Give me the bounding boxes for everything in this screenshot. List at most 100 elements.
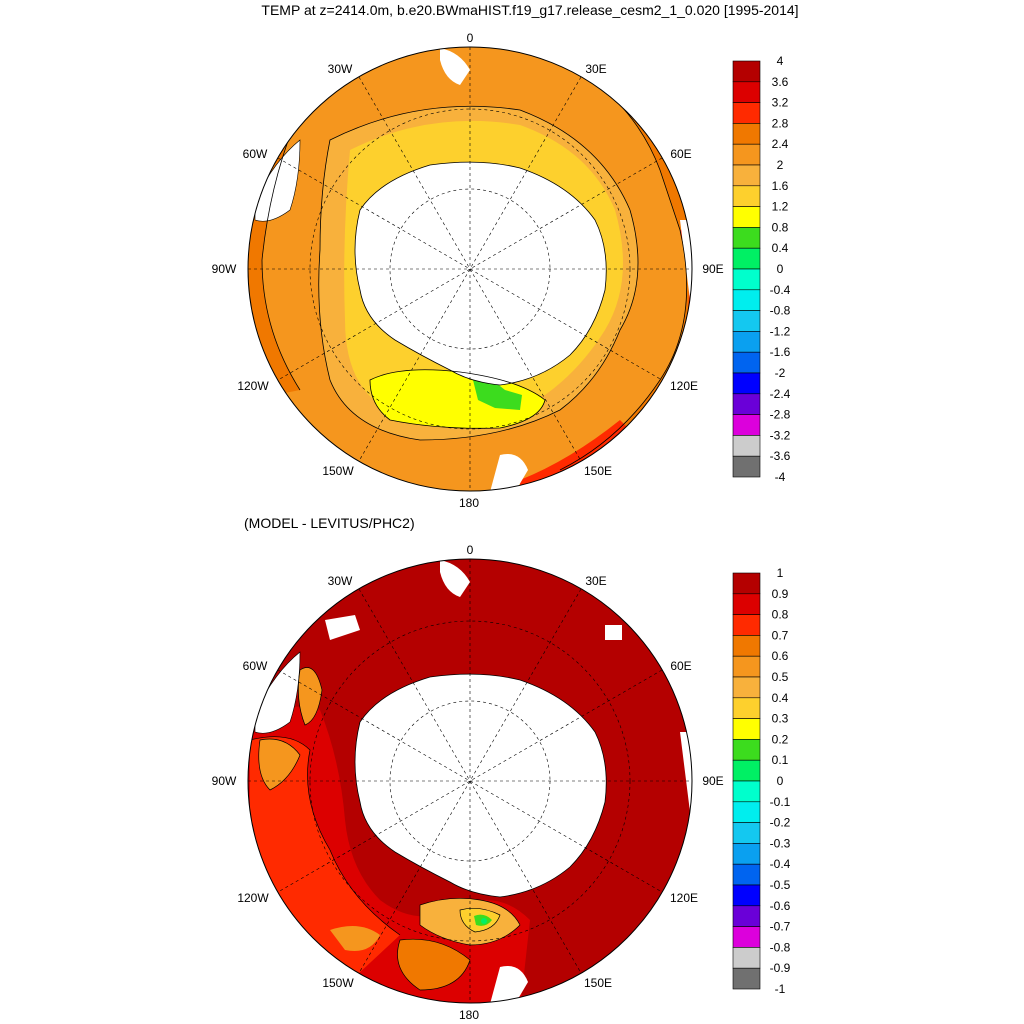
top-colorbar-swatch — [732, 123, 761, 145]
top-colorbar-label: 4 — [777, 54, 784, 68]
bottom-colorbar-label: 0.4 — [772, 691, 789, 705]
bottom-colorbar-label: 0.6 — [772, 649, 789, 663]
top-colorbar-swatch — [732, 81, 761, 103]
bottom-colorbar-swatch — [732, 863, 761, 886]
difference-subtitle: (MODEL - LEVITUS/PHC2) — [244, 515, 415, 531]
bottom-colorbar-swatch — [732, 655, 761, 678]
top-colorbar-swatch — [732, 102, 761, 124]
top-colorbar-label: 1.2 — [772, 200, 789, 214]
bottom-colorbar-swatch — [732, 905, 761, 927]
bottom-colorbar-swatch — [732, 676, 761, 699]
top-colorbar-label: -2 — [775, 366, 786, 380]
bottom-lon-90e: 90E — [702, 774, 723, 788]
bottom-colorbar-label: -0.3 — [770, 836, 791, 850]
top-colorbar-label: -1.2 — [770, 324, 791, 338]
bottom-lon-0: 0 — [467, 543, 474, 557]
top-lon-90w: 90W — [212, 262, 237, 276]
top-field-0.8 — [472, 376, 522, 410]
bottom-africa-tip — [440, 560, 470, 597]
bottom-colorbar-swatch — [732, 967, 761, 990]
top-colorbar-swatch — [732, 164, 761, 187]
bottom-colorbar-swatch — [732, 697, 761, 719]
top-colorbar-swatch — [732, 455, 761, 478]
bottom-colorbar-swatch — [732, 843, 761, 865]
bottom-colorbar-swatch — [732, 780, 761, 803]
top-new-zealand — [490, 454, 528, 491]
bottom-colorbar-swatch — [732, 572, 761, 595]
top-lon-150w: 150W — [322, 464, 354, 478]
bottom-field-0.0 — [481, 918, 487, 924]
bottom-island-mask — [605, 625, 622, 640]
bottom-colorbar-swatch — [732, 947, 761, 969]
bottom-colorbar-label: -0.7 — [770, 920, 791, 934]
top-lon-120e: 120E — [670, 379, 698, 393]
bottom-colorbar-label: -0.9 — [770, 961, 791, 975]
bottom-colorbar-swatch — [732, 593, 761, 615]
top-africa-tip — [440, 48, 470, 85]
top-lon-90e: 90E — [702, 262, 723, 276]
bottom-colorbar-swatch — [732, 822, 761, 844]
top-lon-60w: 60W — [243, 147, 268, 161]
top-colorbar-swatch — [732, 143, 761, 166]
top-colorbar-label: -3.2 — [770, 428, 791, 442]
bottom-australia-edge — [680, 732, 692, 812]
bottom-island-mask-2 — [325, 615, 360, 640]
bottom-lon-150e: 150E — [584, 976, 612, 990]
bottom-colorbar-label: -0.2 — [770, 816, 791, 830]
bottom-colorbar-label: -0.4 — [770, 857, 791, 871]
top-colorbar-swatch — [732, 185, 761, 207]
bottom-colorbar-swatch — [732, 801, 761, 823]
bottom-colorbar-label: -0.5 — [770, 878, 791, 892]
top-colorbar-swatch — [732, 435, 761, 457]
bottom-lon-60e: 60E — [670, 659, 691, 673]
bottom-lon-180: 180 — [459, 1008, 479, 1022]
bottom-lon-30e: 30E — [585, 574, 606, 588]
bottom-colorbar-swatch — [732, 614, 761, 636]
top-colorbar-swatch — [732, 60, 761, 83]
bottom-colorbar-swatch — [732, 884, 761, 907]
bottom-colorbar-label: -0.8 — [770, 940, 791, 954]
top-colorbar-swatch — [732, 351, 761, 374]
top-colorbar-swatch — [732, 247, 761, 270]
top-colorbar-label: 0.4 — [772, 241, 789, 255]
top-colorbar-swatch — [732, 414, 761, 436]
top-colorbar-label: -0.4 — [770, 283, 791, 297]
top-colorbar-label: -2.4 — [770, 387, 791, 401]
top-colorbar-swatch — [732, 206, 761, 228]
top-lon-180: 180 — [459, 496, 479, 510]
bottom-colorbar-swatch — [732, 926, 761, 948]
bottom-colorbar-label: 1 — [777, 566, 784, 580]
bottom-colorbar: 1 0.9 0.8 0.7 0.6 0.5 0.4 0.3 0.2 0.1 0 -0.1 -0.2 -0.… — [732, 566, 791, 996]
top-colorbar-swatch — [732, 289, 761, 311]
top-colorbar-label: 3.2 — [772, 96, 789, 110]
bottom-colorbar-label: -1 — [775, 982, 786, 996]
page-title: TEMP at z=2414.0m, b.e20.BWmaHIST.f19_g1… — [261, 2, 799, 18]
bottom-lon-120e: 120E — [670, 891, 698, 905]
bottom-field-0.6 — [397, 939, 470, 990]
bottom-south-america — [254, 651, 301, 734]
bottom-graticule — [248, 559, 692, 1003]
top-lon-0: 0 — [467, 31, 474, 45]
top-polar-map: 0 30W 30E 60W 60E 90W 90E 120W 120E 150W… — [212, 31, 724, 510]
top-australia-edge — [680, 220, 692, 300]
top-colorbar-label: 2 — [777, 158, 784, 172]
top-colorbar-swatch — [732, 331, 761, 353]
top-map-border — [247, 46, 693, 492]
bottom-colorbar-label: 0.9 — [772, 587, 789, 601]
top-colorbar-label: -2.8 — [770, 408, 791, 422]
bottom-colorbar-swatch — [732, 759, 761, 782]
top-lon-150e: 150E — [584, 464, 612, 478]
bottom-colorbar-label: -0.1 — [770, 795, 791, 809]
bottom-lon-150w: 150W — [322, 976, 354, 990]
bottom-new-zealand — [490, 966, 528, 1003]
top-colorbar-label: 3.6 — [772, 75, 789, 89]
top-lon-30e: 30E — [585, 62, 606, 76]
top-colorbar-swatch — [732, 310, 761, 332]
bottom-colorbar-label: 0.7 — [772, 628, 789, 642]
top-colorbar-label: -3.6 — [770, 449, 791, 463]
bottom-lon-90w: 90W — [212, 774, 237, 788]
top-colorbar-label: -4 — [775, 470, 786, 484]
bottom-field-0.5-sw — [330, 926, 380, 951]
bottom-field-0.5-drake — [298, 667, 322, 725]
